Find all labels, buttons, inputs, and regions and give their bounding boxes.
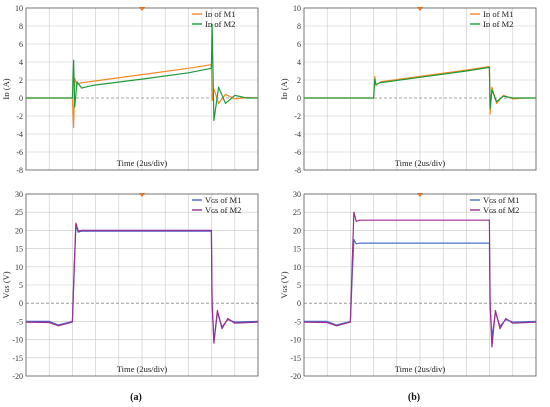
y-tick-label: 5	[297, 281, 301, 290]
y-axis-label: Iᴅ (A)	[279, 78, 289, 99]
y-tick-label: 25	[293, 208, 301, 217]
y-tick-label: 0	[297, 299, 301, 308]
y-tick-label: -5	[294, 317, 301, 326]
y-tick-label: -15	[12, 354, 23, 363]
y-tick-label: 6	[297, 40, 301, 49]
y-tick-label: -20	[290, 372, 301, 381]
y-tick-label: 10	[15, 4, 23, 13]
y-axis-label: Iᴅ (A)	[1, 78, 11, 99]
trigger-marker	[417, 7, 423, 11]
y-tick-label: 0	[19, 94, 23, 103]
y-axis-label: Vɢs (V)	[1, 271, 11, 298]
y-tick-label: 10	[293, 4, 301, 13]
trigger-marker	[139, 7, 145, 11]
y-tick-label: -10	[290, 336, 301, 345]
y-tick-label: 8	[19, 22, 23, 31]
x-axis-label: Time (2us/div)	[395, 364, 446, 374]
y-tick-label: -5	[16, 317, 23, 326]
y-tick-label: 4	[297, 58, 301, 67]
chart-a-bottom: -20 -15 -10 -5 0 5 10 15 20 25 30 Time (2us/div) Vɢs…	[1, 190, 259, 381]
series-line-2	[25, 222, 259, 344]
series-line-2	[303, 211, 537, 348]
legend-label-1: Vɢs of M1	[483, 195, 519, 205]
y-tick-label: 20	[293, 226, 301, 235]
y-tick-label: -10	[12, 336, 23, 345]
caption-b: (b)	[408, 392, 420, 403]
x-axis-label: Time (2us/div)	[117, 158, 168, 168]
y-tick-label: -2	[294, 112, 301, 121]
y-tick-label: 15	[293, 245, 301, 254]
y-tick-label: 5	[19, 281, 23, 290]
legend-label-2: Iᴅ of M2	[483, 19, 513, 29]
y-tick-label: 6	[19, 40, 23, 49]
legend-label-2: Vɢs of M2	[205, 205, 241, 215]
legend-label-2: Iᴅ of M2	[205, 19, 235, 29]
trigger-marker	[417, 193, 423, 197]
y-tick-label: -20	[12, 372, 23, 381]
y-tick-label: -15	[290, 354, 301, 363]
y-tick-label: 20	[15, 226, 23, 235]
y-tick-label: -6	[294, 148, 301, 157]
y-tick-label: -8	[294, 166, 301, 175]
y-tick-label: 30	[15, 190, 23, 199]
y-tick-label: -2	[16, 112, 23, 121]
y-tick-label: -4	[16, 130, 23, 139]
legend-label-1: Iᴅ of M1	[483, 9, 513, 19]
legend-label-2: Vɢs of M2	[483, 205, 519, 215]
y-tick-label: 8	[297, 22, 301, 31]
series-line-1	[304, 238, 537, 339]
y-tick-label: -8	[16, 166, 23, 175]
y-tick-label: 10	[15, 263, 23, 272]
series-line-2	[26, 23, 258, 122]
y-tick-label: -4	[294, 130, 301, 139]
chart-b-bottom: -20 -15 -10 -5 0 5 10 15 20 25 30 Time (2us/div) Vɢs…	[279, 190, 537, 381]
series-line-2	[304, 66, 536, 110]
y-tick-label: 25	[15, 208, 23, 217]
series-line-1	[26, 64, 259, 129]
y-tick-label: 0	[19, 299, 23, 308]
chart-b-top: -8 -6 -4 -2 0 2 4 6 8 10 Time (2us/div) Iᴅ (A) Iᴅ of…	[279, 4, 537, 175]
y-tick-label: 10	[293, 263, 301, 272]
trigger-marker	[139, 193, 145, 197]
x-axis-label: Time (2us/div)	[117, 364, 168, 374]
x-axis-label: Time (2us/div)	[395, 158, 446, 168]
chart-a-top: -8 -6 -4 -2 0 2 4 6 8 10 Time (2us/div) Iᴅ (A) Iᴅ of…	[1, 4, 259, 175]
y-tick-label: 2	[19, 76, 23, 85]
caption-a: (a)	[130, 392, 142, 403]
y-tick-label: 30	[293, 190, 301, 199]
legend-label-1: Vɢs of M1	[205, 195, 241, 205]
y-tick-label: 0	[297, 94, 301, 103]
y-tick-label: -6	[16, 148, 23, 157]
y-axis-label: Vɢs (V)	[279, 271, 289, 298]
y-tick-label: 15	[15, 245, 23, 254]
legend-label-1: Iᴅ of M1	[205, 9, 235, 19]
y-tick-label: 2	[297, 76, 301, 85]
y-tick-label: 4	[19, 58, 23, 67]
